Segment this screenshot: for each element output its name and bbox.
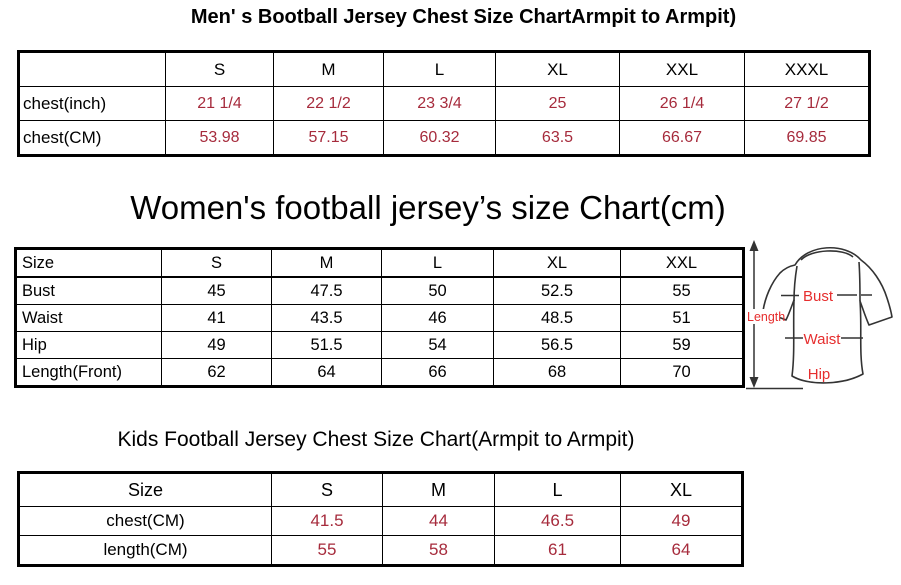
- cell-value: 66: [381, 358, 494, 387]
- table-row: chest(CM) 53.98 57.15 60.32 63.5 66.67 69.85: [18, 120, 870, 156]
- column-header: [18, 51, 166, 87]
- cell-value: 55: [271, 535, 383, 566]
- kids-chart-title: Kids Football Jersey Chest Size Chart(Ar…: [117, 428, 635, 451]
- mens-chart-title: Men' s Bootball Jersey Chest Size ChartA…: [190, 6, 737, 28]
- cell-value: 62: [161, 358, 272, 387]
- table-row: length(CM) 55 58 61 64: [18, 535, 743, 566]
- column-header: M: [273, 51, 384, 87]
- measure-lines: [781, 294, 872, 339]
- bust-label: Bust: [803, 288, 834, 305]
- cell-value: 57.15: [273, 120, 384, 156]
- table-row: chest(CM) 41.5 44 46.5 49: [18, 506, 743, 536]
- column-header: XL: [495, 51, 620, 87]
- cell-value: 45: [161, 276, 272, 305]
- cell-value: 44: [382, 506, 495, 536]
- cell-value: 60.32: [383, 120, 496, 156]
- column-header: L: [494, 472, 621, 507]
- column-header: XL: [620, 472, 743, 507]
- table-row: Hip 49 51.5 54 56.5 59: [15, 331, 744, 359]
- column-header: M: [271, 248, 382, 278]
- header-row: Size S M L XL XXL: [15, 248, 744, 278]
- cell-value: 50: [381, 276, 494, 305]
- column-header: L: [381, 248, 494, 278]
- cell-value: 68: [493, 358, 621, 387]
- row-label: Waist: [15, 304, 162, 332]
- column-header: XL: [493, 248, 621, 278]
- cell-value: 54: [381, 331, 494, 359]
- row-label: chest(CM): [18, 506, 272, 536]
- cell-value: 25: [495, 86, 620, 121]
- tshirt-outline-icon: [762, 247, 893, 384]
- cell-value: 23 3/4: [383, 86, 496, 121]
- cell-value: 43.5: [271, 304, 382, 332]
- row-label: Bust: [15, 276, 162, 305]
- hip-label: Hip: [808, 366, 831, 383]
- table-row: Length(Front) 62 64 66 68 70: [15, 358, 744, 387]
- column-header: S: [161, 248, 272, 278]
- cell-value: 46.5: [494, 506, 621, 536]
- cell-value: 64: [271, 358, 382, 387]
- cell-value: 48.5: [493, 304, 621, 332]
- column-header: Size: [15, 248, 162, 278]
- row-label: Length(Front): [15, 358, 162, 387]
- cell-value: 47.5: [271, 276, 382, 305]
- mens-size-table: S M L XL XXL XXXL chest(inch) 21 1/4 22 1/2 23 3/…: [17, 50, 871, 157]
- column-header: Size: [18, 472, 272, 507]
- column-header: S: [271, 472, 383, 507]
- cell-value: 64: [620, 535, 743, 566]
- table-row: Bust 45 47.5 50 52.5 55: [15, 276, 744, 305]
- cell-value: 41.5: [271, 506, 383, 536]
- cell-value: 52.5: [493, 276, 621, 305]
- cell-value: 49: [620, 506, 743, 536]
- womens-chart-title: Women's football jersey’s size Chart(cm): [130, 189, 726, 226]
- cell-value: 69.85: [744, 120, 870, 156]
- column-header: XXL: [619, 51, 745, 87]
- column-header: S: [165, 51, 274, 87]
- cell-value: 51: [620, 304, 744, 332]
- row-label: chest(inch): [18, 86, 166, 121]
- cell-value: 56.5: [493, 331, 621, 359]
- cell-value: 27 1/2: [744, 86, 870, 121]
- cell-value: 66.67: [619, 120, 745, 156]
- column-header: M: [382, 472, 495, 507]
- cell-value: 55: [620, 276, 744, 305]
- kids-size-table: Size S M L XL chest(CM) 41.5 44 46.5 49 length(CM)…: [17, 471, 744, 567]
- cell-value: 46: [381, 304, 494, 332]
- cell-value: 51.5: [271, 331, 382, 359]
- cell-value: 41: [161, 304, 272, 332]
- row-label: chest(CM): [18, 120, 166, 156]
- cell-value: 26 1/4: [619, 86, 745, 121]
- cell-value: 70: [620, 358, 744, 387]
- cell-value: 21 1/4: [165, 86, 274, 121]
- cell-value: 49: [161, 331, 272, 359]
- length-label-backdrop: [745, 309, 780, 324]
- cell-value: 63.5: [495, 120, 620, 156]
- length-label: Length: [747, 310, 785, 324]
- header-row: Size S M L XL: [18, 472, 743, 507]
- table-row: Waist 41 43.5 46 48.5 51: [15, 304, 744, 332]
- column-header: L: [383, 51, 496, 87]
- column-header: XXXL: [744, 51, 870, 87]
- tshirt-measurement-diagram: Length Bust Waist Hip: [745, 240, 893, 390]
- row-label: Hip: [15, 331, 162, 359]
- womens-size-table: Size S M L XL XXL Bust 45 47.5 50 52.5 55 Waist 41 43.…: [14, 247, 745, 388]
- cell-value: 58: [382, 535, 495, 566]
- waist-label: Waist: [804, 331, 842, 348]
- cell-value: 53.98: [165, 120, 274, 156]
- cell-value: 59: [620, 331, 744, 359]
- table-row: chest(inch) 21 1/4 22 1/2 23 3/4 25 26 1/4 27 …: [18, 86, 870, 121]
- cell-value: 61: [494, 535, 621, 566]
- header-row: S M L XL XXL XXXL: [18, 51, 870, 87]
- column-header: XXL: [620, 248, 744, 278]
- cell-value: 22 1/2: [273, 86, 384, 121]
- row-label: length(CM): [18, 535, 272, 566]
